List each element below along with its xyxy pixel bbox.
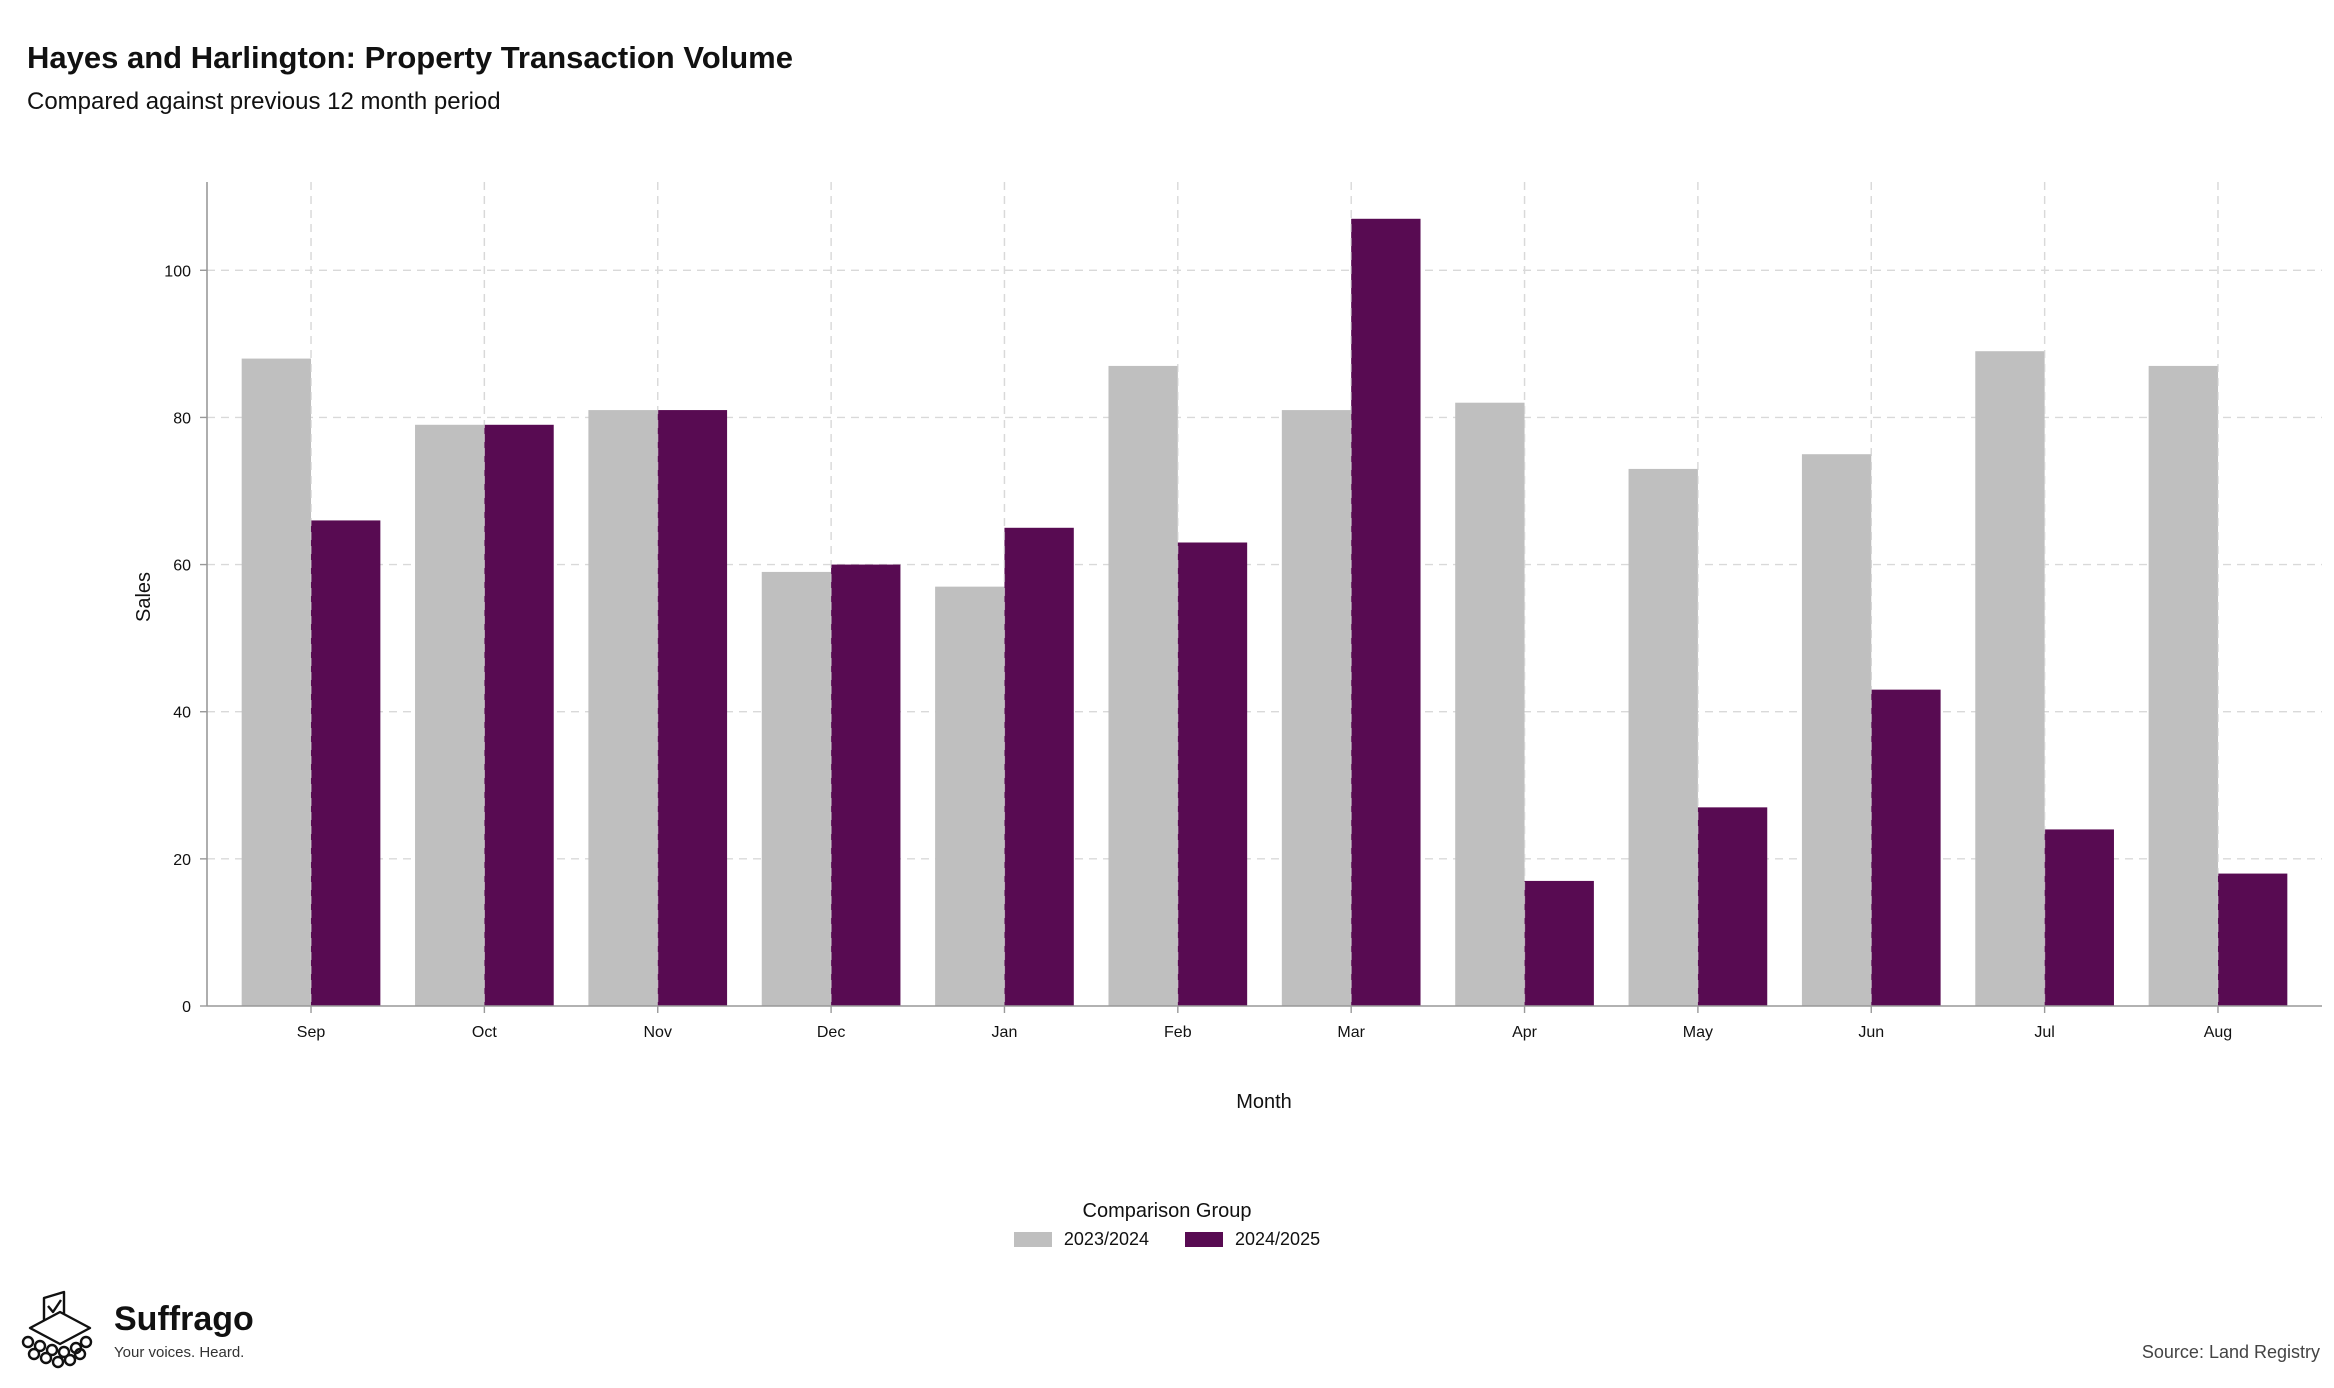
bar-2024-2025-sep <box>311 520 381 1006</box>
legend-label-2023-2024: 2023/2024 <box>1063 1229 1149 1249</box>
x-tick-label: Jun <box>1858 1024 1884 1041</box>
y-tick-label: 100 <box>164 263 191 280</box>
x-tick-label: Feb <box>1164 1024 1192 1041</box>
bar-2023-2024-sep <box>241 358 312 1007</box>
legend-swatch-2024-2025 <box>1185 1232 1223 1247</box>
x-tick-label: Dec <box>817 1024 845 1041</box>
bar-2024-2025-may <box>1697 807 1768 1006</box>
bar-2024-2025-dec <box>831 564 901 1006</box>
y-tick-label: 0 <box>182 999 191 1016</box>
legend-item-2024-2025: 2024/2025 <box>1185 1229 1320 1250</box>
x-tick-label: Nov <box>644 1024 672 1041</box>
chart-subtitle: Compared against previous 12 month perio… <box>27 88 501 115</box>
x-tick-label: Jan <box>992 1024 1018 1041</box>
legend: Comparison Group 2023/2024 2024/2025 <box>0 1200 2334 1252</box>
bar-2024-2025-oct <box>484 424 554 1006</box>
bar-chart: 0 20 40 60 80 100 Sep Oct Nov Dec Jan Feb Mar Apr May J… <box>133 182 2322 1110</box>
y-tick-label: 60 <box>173 558 191 575</box>
x-tick-label: May <box>1683 1024 1713 1041</box>
bar-2023-2024-apr <box>1455 402 1525 1006</box>
brand-tagline: Your voices. Heard. <box>114 1344 245 1361</box>
bar-2024-2025-jan <box>1004 527 1074 1006</box>
bar-2023-2024-dec <box>761 571 832 1006</box>
bar-2023-2024-oct <box>415 424 485 1006</box>
y-axis-title: Sales <box>133 572 155 622</box>
bar-2023-2024-jul <box>1975 351 2045 1006</box>
bar-2023-2024-feb <box>1108 365 1178 1006</box>
bar-2024-2025-nov <box>657 410 728 1007</box>
ballot-box-icon <box>21 1290 93 1369</box>
brand-logo: Suffrago Your voices. Heard. <box>14 1290 254 1370</box>
bar-2023-2024-may <box>1628 468 1698 1006</box>
x-tick-label: Apr <box>1512 1024 1538 1041</box>
bar-2024-2025-jun <box>1871 689 1941 1006</box>
bar-2023-2024-mar <box>1281 410 1352 1007</box>
tick-labels: 0 20 40 60 80 100 Sep Oct Nov Dec Jan Feb Mar Apr May J… <box>164 263 2232 1041</box>
legend-item-2023-2024: 2023/2024 <box>1013 1229 1149 1250</box>
source-note: Source: Land Registry <box>2141 1342 2320 1362</box>
x-tick-label: Oct <box>472 1024 497 1041</box>
bar-2023-2024-nov <box>588 410 658 1007</box>
y-tick-label: 20 <box>173 852 191 869</box>
legend-title: Comparison Group <box>1082 1200 1252 1222</box>
bar-2023-2024-jan <box>935 586 1005 1006</box>
y-tick-label: 80 <box>173 410 191 427</box>
bar-2024-2025-feb <box>1177 542 1248 1006</box>
x-tick-label: Sep <box>297 1024 326 1041</box>
y-tick-label: 40 <box>173 705 191 722</box>
bar-2024-2025-mar <box>1351 218 1421 1007</box>
x-axis-title: Month <box>1236 1091 1292 1110</box>
x-tick-label: Aug <box>2204 1024 2232 1041</box>
chart-title: Hayes and Harlington: Property Transacti… <box>27 40 793 75</box>
legend-swatch-2023-2024 <box>1013 1232 1052 1247</box>
bar-2024-2025-aug <box>2217 873 2288 1006</box>
bar-2024-2025-apr <box>1524 880 1594 1006</box>
brand-name: Suffrago <box>114 1300 254 1338</box>
bars <box>241 182 2288 1007</box>
x-tick-label: Jul <box>2034 1024 2054 1041</box>
bar-2023-2024-jun <box>1801 454 1872 1006</box>
bar-2023-2024-aug <box>2148 365 2218 1006</box>
bar-2024-2025-jul <box>2044 829 2114 1006</box>
axes <box>200 182 2322 1013</box>
x-tick-label: Mar <box>1337 1024 1365 1041</box>
legend-label-2024-2025: 2024/2025 <box>1235 1229 1321 1249</box>
